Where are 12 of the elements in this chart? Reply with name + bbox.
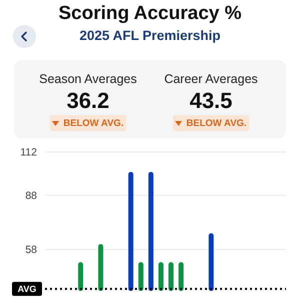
chart-subtitle: 2025 AFL Premiership: [78, 28, 222, 43]
text: Career Averages: [163, 72, 259, 86]
text: BELOW AVG.: [186, 118, 247, 128]
chart-title: Scoring Accuracy %: [57, 3, 243, 25]
text: BELOW AVG.: [63, 118, 124, 128]
y-tick-label: 58: [25, 244, 38, 256]
ref-line-label: AVG: [18, 284, 36, 294]
text: 36.2: [66, 88, 110, 114]
text: Season Averages: [38, 72, 138, 86]
text: 43.5: [188, 88, 234, 114]
y-tick-label: 112: [20, 146, 38, 159]
y-tick-label: 88: [25, 190, 38, 202]
